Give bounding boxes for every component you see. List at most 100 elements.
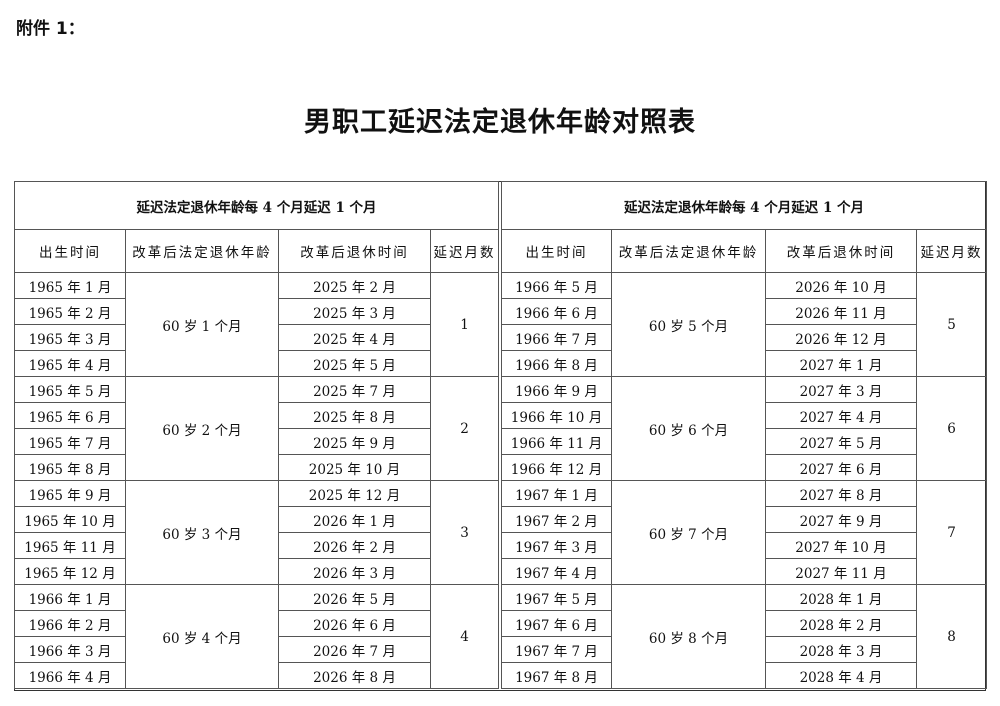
retirement-date-cell: 2028 年 4 月 [765,662,917,689]
retirement-age-cell: 60 岁 5 个月 [611,272,766,377]
birth-date-cell: 1966 年 12 月 [501,454,612,481]
delay-months-cell: 3 [429,480,500,585]
retirement-date-cell: 2026 年 8 月 [278,662,431,689]
delay-months-cell: 1 [429,272,500,377]
caption-row: 延迟法定退休年龄每 4 个月延迟 1 个月 [13,181,500,230]
retirement-date-cell: 2027 年 11 月 [765,558,917,585]
delay-months-cell: 5 [915,272,988,377]
delay-months-cell: 4 [429,584,500,689]
retirement-date-cell: 2025 年 10 月 [278,454,431,481]
birth-date-cell: 1967 年 8 月 [501,662,612,689]
retirement-date-cell: 2025 年 12 月 [278,480,431,507]
table-row: 1966 年 2 月 2026 年 6 月 [14,610,499,637]
birth-date-cell: 1966 年 11 月 [501,428,612,455]
column-header: 延迟月数 [429,229,500,273]
table-row: 1965 年 11 月 2026 年 2 月 [14,532,499,559]
birth-date-cell: 1965 年 8 月 [14,454,126,481]
table-row: 1965 年 2 月 2025 年 3 月 [14,298,499,325]
table-row: 1965 年 3 月 2025 年 4 月 [14,324,499,351]
birth-date-cell: 1966 年 8 月 [501,350,612,377]
birth-date-cell: 1965 年 9 月 [14,480,126,507]
retirement-age-cell: 60 岁 2 个月 [125,376,279,481]
retirement-age-cell: 60 岁 3 个月 [125,480,279,585]
birth-date-cell: 1966 年 3 月 [14,636,126,663]
birth-date-cell: 1965 年 1 月 [14,272,126,299]
attachment-label: 附件 1： [16,19,85,39]
table-row: 1966 年 12 月 2027 年 6 月 [501,454,987,481]
birth-date-cell: 1966 年 6 月 [501,298,612,325]
retirement-date-cell: 2025 年 4 月 [278,324,431,351]
delay-months-cell: 8 [915,584,988,689]
retirement-date-cell: 2027 年 8 月 [765,480,917,507]
table-caption: 延迟法定退休年龄每 4 个月延迟 1 个月 [500,181,988,230]
retirement-date-cell: 2026 年 1 月 [278,506,431,533]
table-row: 1966 年 6 月 2026 年 11 月 [501,298,987,325]
birth-date-cell: 1966 年 5 月 [501,272,612,299]
table-row: 1967 年 8 月 2028 年 4 月 [501,662,987,689]
table-caption: 延迟法定退休年龄每 4 个月延迟 1 个月 [13,181,500,230]
birth-date-cell: 1965 年 6 月 [14,402,126,429]
birth-date-cell: 1966 年 7 月 [501,324,612,351]
retirement-date-cell: 2026 年 3 月 [278,558,431,585]
retirement-age-cell: 60 岁 7 个月 [611,480,766,585]
birth-date-cell: 1965 年 4 月 [14,350,126,377]
birth-date-cell: 1967 年 4 月 [501,558,612,585]
retirement-date-cell: 2027 年 10 月 [765,532,917,559]
retirement-date-cell: 2026 年 2 月 [278,532,431,559]
birth-date-cell: 1967 年 3 月 [501,532,612,559]
retirement-date-cell: 2028 年 3 月 [765,636,917,663]
retirement-date-cell: 2027 年 4 月 [765,402,917,429]
retirement-date-cell: 2025 年 9 月 [278,428,431,455]
retirement-date-cell: 2025 年 8 月 [278,402,431,429]
retirement-age-cell: 60 岁 8 个月 [611,584,766,689]
retirement-date-cell: 2026 年 6 月 [278,610,431,637]
birth-date-cell: 1967 年 5 月 [501,584,612,611]
column-header: 延迟月数 [915,229,988,273]
birth-date-cell: 1967 年 7 月 [501,636,612,663]
delay-months-cell: 6 [915,376,988,481]
column-header: 改革后退休时间 [765,229,917,273]
delay-months-cell: 7 [915,480,988,585]
birth-date-cell: 1967 年 2 月 [501,506,612,533]
table-row: 1965 年 12 月 2026 年 3 月 [14,558,499,585]
birth-date-cell: 1966 年 4 月 [14,662,126,689]
retirement-table-left: 延迟法定退休年龄每 4 个月延迟 1 个月 出生时间 改革后法定退休年龄 改革后退休时… [13,181,500,689]
birth-date-cell: 1965 年 7 月 [14,428,126,455]
retirement-date-cell: 2026 年 12 月 [765,324,917,351]
retirement-date-cell: 2026 年 5 月 [278,584,431,611]
column-header: 出生时间 [14,229,126,273]
table-row: 1966 年 7 月 2026 年 12 月 [501,324,987,351]
retirement-age-cell: 60 岁 1 个月 [125,272,279,377]
header-row: 出生时间 改革后法定退休年龄 改革后退休时间 延迟月数 [501,229,988,273]
table-row: 1967 年 2 月 2027 年 9 月 [501,506,987,533]
document-title: 男职工延迟法定退休年龄对照表 [304,107,696,138]
table-row: 1967 年 6 月 2028 年 2 月 [501,610,987,637]
birth-date-cell: 1967 年 1 月 [501,480,612,507]
birth-date-cell: 1966 年 2 月 [14,610,126,637]
retirement-date-cell: 2027 年 5 月 [765,428,917,455]
birth-date-cell: 1966 年 10 月 [501,402,612,429]
retirement-date-cell: 2025 年 5 月 [278,350,431,377]
column-header: 改革后法定退休年龄 [125,229,279,273]
retirement-date-cell: 2025 年 2 月 [278,272,431,299]
retirement-date-cell: 2025 年 7 月 [278,376,431,403]
table-row: 1965 年 10 月 2026 年 1 月 [14,506,499,533]
retirement-date-cell: 2028 年 2 月 [765,610,917,637]
retirement-date-cell: 2027 年 9 月 [765,506,917,533]
birth-date-cell: 1965 年 3 月 [14,324,126,351]
column-header: 改革后法定退休年龄 [611,229,766,273]
table-row: 1966 年 4 月 2026 年 8 月 [14,662,499,689]
retirement-date-cell: 2027 年 1 月 [765,350,917,377]
delay-months-cell: 2 [429,376,500,481]
retirement-date-cell: 2027 年 3 月 [765,376,917,403]
birth-date-cell: 1965 年 12 月 [14,558,126,585]
caption-row: 延迟法定退休年龄每 4 个月延迟 1 个月 [500,181,988,230]
birth-date-cell: 1965 年 5 月 [14,376,126,403]
birth-date-cell: 1966 年 1 月 [14,584,126,611]
